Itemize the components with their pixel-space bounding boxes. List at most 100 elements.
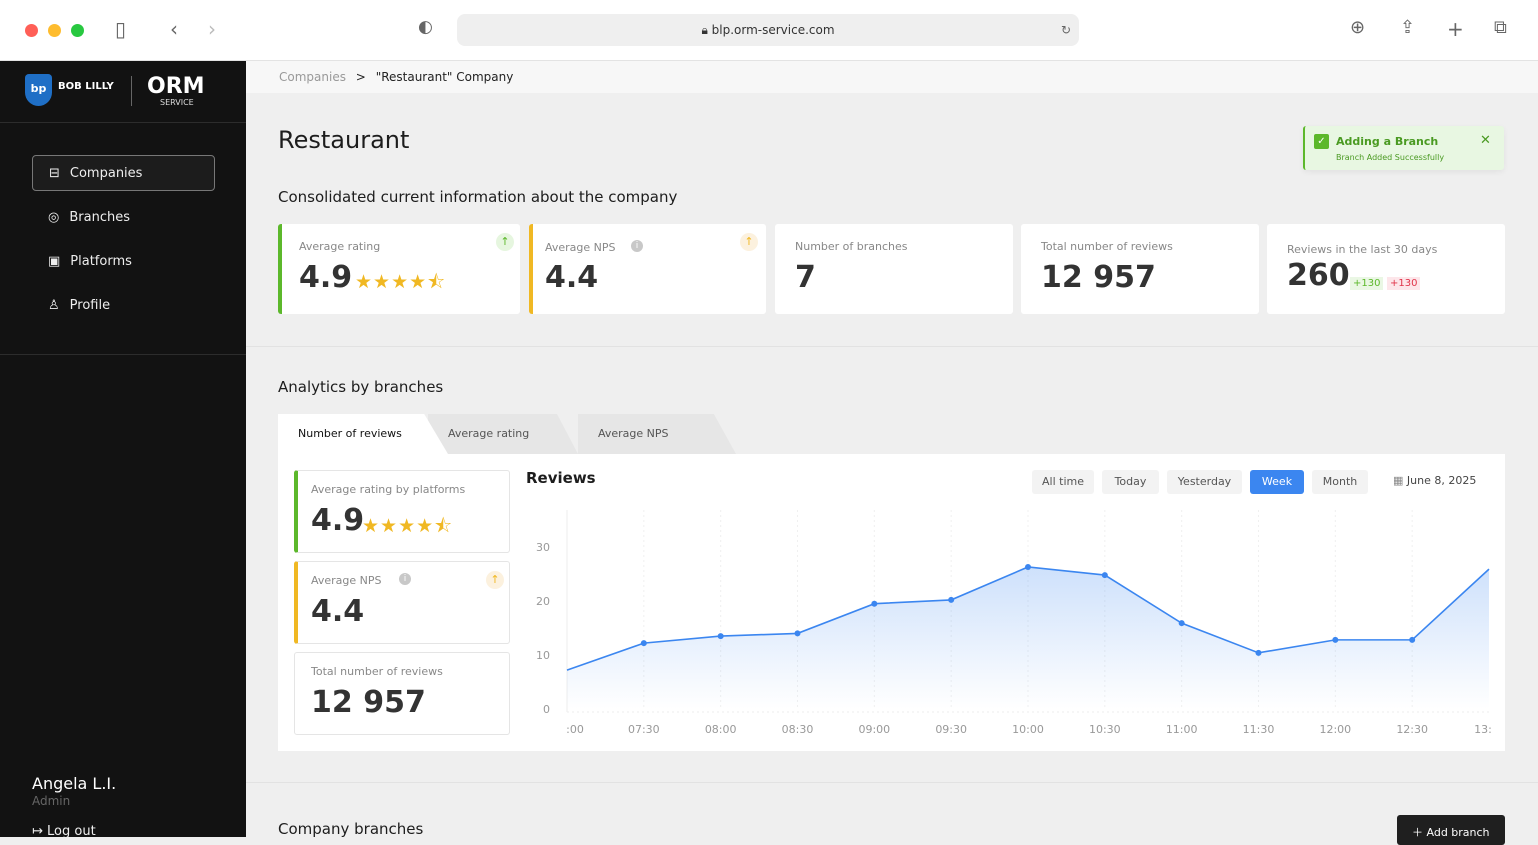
sidebar: bp BOB LILLY ORM SERVICE ⊟ Companies ◎ Bra… (0, 61, 246, 839)
side-card-nps: Average NPS i ↑ 4.4 (294, 561, 510, 644)
add-branch-button[interactable]: ＋ Add branch (1397, 815, 1505, 845)
user-role: Admin (32, 794, 71, 808)
close-window-button[interactable] (25, 24, 38, 37)
calendar-icon: ▦ (1393, 474, 1407, 487)
minimize-window-button[interactable] (48, 24, 61, 37)
bob-lilly-logo: bp (25, 74, 52, 106)
page-title: Restaurant (278, 126, 410, 154)
breadcrumb: Companies > "Restaurant" Company (246, 61, 1538, 93)
arrow-up-icon: ↑ (496, 233, 514, 251)
breadcrumb-companies[interactable]: Companies (279, 70, 346, 84)
filter-month[interactable]: Month (1312, 470, 1368, 494)
stat-card-average-rating: Average rating ↑ 4.9 ★★★★⯪ (278, 224, 520, 314)
reload-icon[interactable]: ↻ (1060, 23, 1071, 37)
arrow-up-icon: ↑ (486, 571, 504, 589)
add-branch-label: Add branch (1426, 826, 1490, 839)
side-card-total-reviews: Total number of reviews 12 957 (294, 652, 510, 735)
logout-label: Log out (47, 824, 96, 839)
side-card-label: Total number of reviews (311, 665, 443, 678)
sidebar-toggle-icon[interactable]: ▯ (115, 17, 127, 41)
filter-today[interactable]: Today (1102, 470, 1159, 494)
x-tick-label: 12:00 (1319, 723, 1351, 736)
star-rating-icon: ★★★★⯪ (355, 271, 447, 293)
filter-label: Week (1261, 475, 1293, 488)
date-label: June 8, 2025 (1406, 474, 1477, 487)
bob-lilly-wordmark: BOB LILLY (58, 81, 114, 92)
filter-label: Today (1114, 475, 1147, 488)
download-icon[interactable]: ⊕ (1350, 17, 1366, 38)
shield-icon[interactable]: ◐ (418, 17, 433, 37)
tab-number-of-reviews[interactable]: Number of reviews (278, 414, 448, 454)
divider (246, 782, 1538, 783)
toast-message: Branch Added Successfully (1336, 153, 1445, 162)
share-icon[interactable]: ⇪ (1400, 17, 1416, 38)
divider (0, 354, 246, 355)
sidebar-item-branches[interactable]: ◎ Branches (32, 199, 215, 235)
stat-card-branches: Number of branches 7 (775, 224, 1013, 314)
logout-button[interactable]: ↦ Log out (32, 824, 96, 839)
data-point (794, 630, 801, 637)
sidebar-item-label: Profile (69, 297, 111, 313)
info-icon[interactable]: i (631, 240, 643, 252)
x-tick-label: 08:30 (782, 723, 814, 736)
stat-card-average-nps: Average NPS i ↑ 4.4 (529, 224, 766, 314)
stat-value: 7 (795, 260, 816, 295)
browser-toolbar: ▯ ‹ › ◐ 🔒︎ blp.orm-service.com ↻ ⊕ ⇪ + ⧉ (0, 0, 1538, 61)
tab-average-rating[interactable]: Average rating (428, 414, 578, 454)
plus-icon: ＋ (1412, 826, 1427, 839)
arrow-up-icon: ↑ (740, 233, 758, 251)
stat-value: 4.4 (545, 260, 599, 295)
user-name: Angela L.I. (32, 774, 117, 793)
tab-label: Number of reviews (298, 427, 402, 440)
filter-label: Month (1322, 475, 1358, 488)
filter-week[interactable]: Week (1250, 470, 1304, 494)
x-tick-label: 10:00 (1012, 723, 1044, 736)
address-bar[interactable]: 🔒︎ blp.orm-service.com ↻ (457, 14, 1079, 46)
maximize-window-button[interactable] (71, 24, 84, 37)
stat-label: Average rating (299, 240, 381, 253)
breadcrumb-current: "Restaurant" Company (375, 70, 514, 84)
decrease-badge: +130 (1387, 277, 1421, 290)
tab-average-nps[interactable]: Average NPS (578, 414, 736, 454)
sidebar-item-platforms[interactable]: ▣ Platforms (32, 243, 215, 279)
reviews-chart: :00 07:30 08:00 08:30 09:00 09:30 10:00 10:30 11… (536, 510, 1492, 736)
filter-all-time[interactable]: All time (1032, 470, 1094, 494)
info-icon[interactable]: i (399, 573, 411, 585)
side-card-value: 4.9 (311, 503, 365, 538)
data-point (1101, 572, 1108, 579)
x-tick-label: 12:30 (1396, 723, 1428, 736)
side-card-rating: Average rating by platforms 4.9 ★★★★⯪ (294, 470, 510, 553)
x-tick-label: 07:30 (628, 723, 660, 736)
filter-yesterday[interactable]: Yesterday (1167, 470, 1242, 494)
divider (0, 122, 246, 123)
user-icon: ♙ (48, 297, 60, 313)
tabs-overview-icon[interactable]: ⧉ (1494, 17, 1507, 38)
data-point (948, 596, 955, 603)
data-point (871, 600, 878, 607)
filter-label: All time (1042, 475, 1084, 488)
orm-logo: ORM (147, 74, 205, 99)
stat-card-total-reviews: Total number of reviews 12 957 (1021, 224, 1259, 314)
sidebar-item-profile[interactable]: ♙ Profile (32, 287, 215, 323)
x-tick-label: 08:00 (705, 723, 737, 736)
stat-label: Total number of reviews (1041, 240, 1173, 253)
back-icon[interactable]: ‹ (170, 17, 178, 41)
stat-label: Number of branches (795, 240, 908, 253)
sidebar-item-label: Platforms (70, 253, 132, 269)
sidebar-item-companies[interactable]: ⊟ Companies (32, 155, 215, 191)
toast-close-icon[interactable]: ✕ (1480, 133, 1491, 148)
tab-label: Average NPS (598, 427, 669, 440)
divider (246, 346, 1538, 347)
date-picker[interactable]: ▦ June 8, 2025 (1393, 474, 1476, 487)
x-tick-label: 13: (1474, 723, 1492, 736)
breadcrumb-separator: > (355, 70, 366, 84)
forward-icon[interactable]: › (208, 17, 216, 41)
y-tick-label: 20 (536, 595, 550, 608)
x-tick-label: :00 (566, 723, 584, 736)
new-tab-icon[interactable]: + (1447, 17, 1464, 41)
area-fill (567, 566, 1489, 709)
y-tick-label: 30 (536, 541, 550, 554)
stat-value: 260 (1287, 258, 1350, 293)
lock-icon: 🔒︎ (701, 23, 712, 37)
stat-value: 4.9 (299, 260, 353, 295)
